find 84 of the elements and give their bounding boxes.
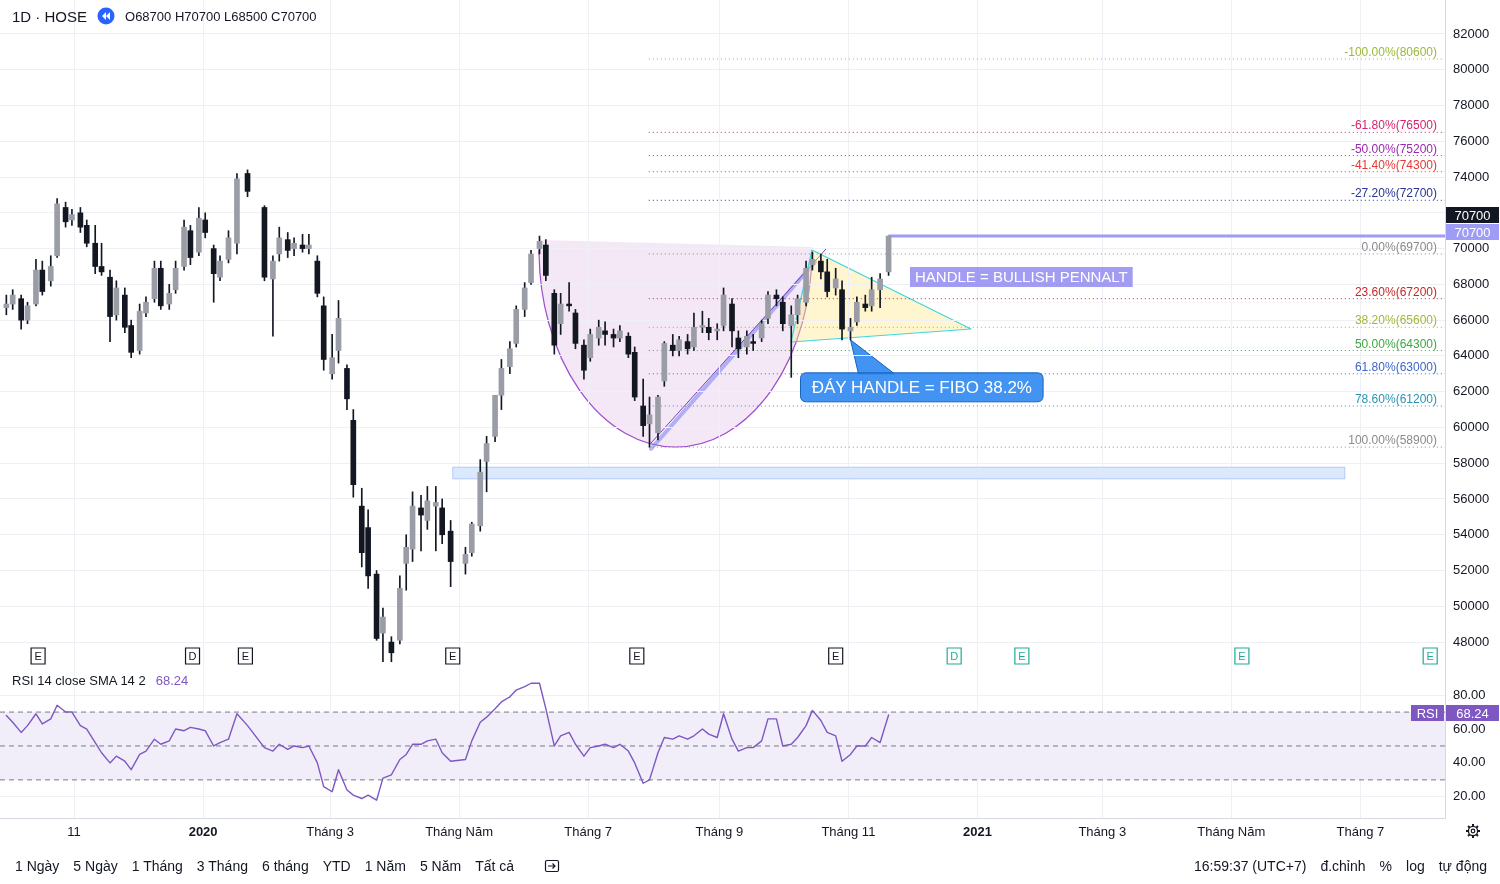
ref-line-label: 38.20%(65600) (1354, 313, 1437, 328)
ref-line-label: -27.20%(72700) (1350, 186, 1437, 201)
y-tick-label: 68000 (1453, 275, 1490, 291)
y-tick-label: 60.00 (1453, 720, 1486, 736)
text: Tất cả (475, 858, 515, 874)
text: 3 Tháng (196, 858, 248, 874)
ref-line-label: -50.00%(75200) (1350, 141, 1437, 156)
x-tick-label: 2020 (188, 824, 218, 840)
x-tick-label: Tháng 11 (821, 824, 876, 840)
annotation: E (1426, 650, 1434, 663)
candlestick (750, 334, 757, 351)
text: YTD (322, 858, 351, 874)
annotation: E (1018, 650, 1026, 663)
y-tick-label: 40.00 (1453, 754, 1486, 770)
x-tick-label: 2021 (962, 824, 992, 840)
text: % (1379, 858, 1393, 874)
text: 6 tháng (261, 858, 309, 874)
x-tick-label: Tháng Năm (425, 824, 494, 840)
y-tick-label: 64000 (1453, 347, 1490, 363)
candlestick (862, 294, 869, 312)
annotation: E (1238, 650, 1246, 663)
annotation: D (950, 650, 959, 663)
ref-line-label: 50.00%(64300) (1354, 336, 1437, 351)
x-tick-label: Tháng 3 (1078, 824, 1127, 840)
text: 5 Ngày (73, 858, 118, 874)
y-tick-label: 82000 (1453, 25, 1490, 41)
text: 16:59:37 (UTC+7) (1193, 858, 1307, 874)
x-tick-label: Tháng 7 (1336, 824, 1385, 840)
y-tick-label: 52000 (1453, 562, 1490, 578)
text: tự động (1438, 858, 1487, 874)
y-tick-label: 54000 (1453, 526, 1490, 542)
chart-title: RSI 14 close SMA 14 2 (12, 673, 146, 688)
ref-line-label: 100.00%(58900) (1348, 433, 1437, 448)
ref-line-label: 0.00%(69700) (1361, 239, 1437, 254)
annotation: E (633, 650, 641, 663)
ref-line-label: -100.00%(80600) (1344, 45, 1437, 60)
candlestick (418, 495, 424, 552)
annotation: E (449, 650, 457, 663)
annotation: HANDLE = BULLISH PENNALT (915, 268, 1128, 286)
annotation: D (188, 650, 197, 663)
x-tick-label: Tháng Năm (1197, 824, 1266, 840)
text: 1 Năm (364, 858, 406, 874)
candlestick (433, 486, 439, 552)
ref-line-label: 70700 (1454, 224, 1491, 240)
annotation: O68700 H70700 L68500 C70700 (125, 8, 317, 24)
candlestick (270, 255, 276, 337)
y-tick-label: 78000 (1453, 97, 1490, 113)
text: 5 Năm (419, 858, 462, 874)
y-tick-label: 50000 (1453, 597, 1490, 613)
y-tick-label: 76000 (1453, 132, 1490, 148)
candlestick (602, 321, 608, 346)
annotation: 68.24 (155, 673, 189, 688)
y-tick-label: 80000 (1453, 61, 1490, 77)
y-tick-label: 80.00 (1453, 686, 1486, 702)
x-tick-label: Tháng 3 (306, 824, 354, 840)
legend-label: RSI (1416, 705, 1439, 721)
ref-line-label: -41.40%(74300) (1350, 157, 1437, 172)
text: đ.chỉnh (1320, 858, 1366, 874)
y-tick-label: 20.00 (1453, 788, 1486, 804)
annotation: E (241, 650, 250, 663)
y-tick-label: 70000 (1453, 240, 1490, 256)
annotation: E (34, 650, 42, 663)
y-tick-label: 74000 (1453, 168, 1490, 184)
annotation: E (832, 650, 840, 663)
y-tick-label: 48000 (1453, 633, 1490, 649)
y-tick-label: 56000 (1453, 490, 1490, 506)
x-tick-label: Tháng 9 (695, 824, 744, 840)
annotation: ĐÁY HANDLE = FIBO 38.2% (811, 378, 1032, 397)
x-tick-label: Tháng 7 (564, 824, 613, 840)
ref-line-label: -61.80%(76500) (1350, 118, 1437, 133)
ref-line-label: 78.60%(61200) (1354, 391, 1437, 406)
x-tick-label: 11 (67, 824, 81, 840)
text: 1D · HOSE (12, 7, 88, 25)
y-tick-label: 60000 (1453, 419, 1490, 435)
ref-line-label: 23.60%(67200) (1354, 284, 1437, 299)
text: 70700 (1454, 207, 1491, 223)
ref-line-label: 61.80%(63000) (1354, 359, 1437, 374)
y-tick-label: 58000 (1453, 454, 1490, 470)
text: 1 Tháng (131, 858, 183, 874)
y-tick-label: 62000 (1453, 383, 1490, 399)
text: 68.24 (1456, 705, 1489, 721)
y-tick-label: 66000 (1453, 311, 1490, 327)
text: log (1406, 858, 1425, 874)
text: 1 Ngày (15, 858, 60, 874)
